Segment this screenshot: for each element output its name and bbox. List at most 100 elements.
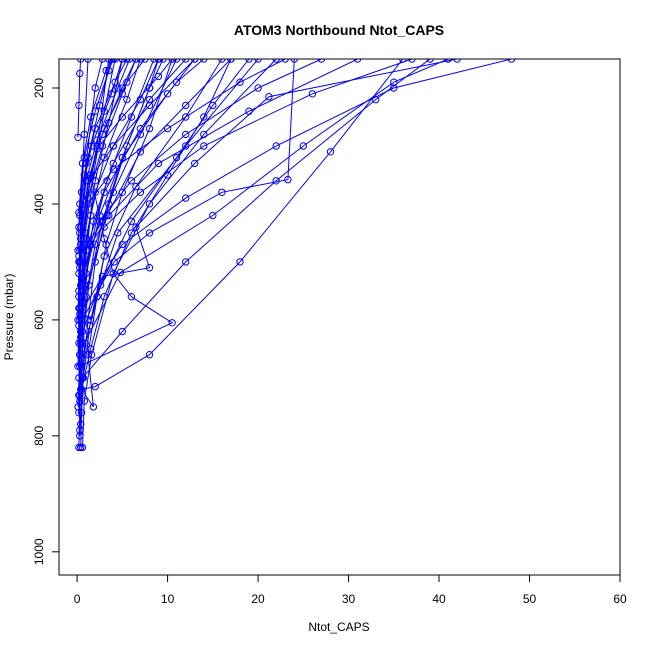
y-tick-label: 800 xyxy=(32,426,46,446)
data-point xyxy=(453,59,461,63)
data-point xyxy=(75,293,83,301)
data-point xyxy=(123,95,131,104)
data-point xyxy=(109,142,118,150)
data-point xyxy=(91,382,99,391)
data-point xyxy=(82,246,90,255)
x-tick-label: 0 xyxy=(74,592,81,606)
series-line xyxy=(78,59,250,396)
series-line xyxy=(77,59,82,138)
x-tick-label: 10 xyxy=(161,592,175,606)
data-point xyxy=(84,59,92,63)
data-point xyxy=(284,175,292,184)
data-point xyxy=(218,188,226,197)
data-point xyxy=(100,188,108,197)
data-point xyxy=(96,281,105,289)
data-point xyxy=(163,90,172,98)
data-point xyxy=(191,159,199,168)
data-point xyxy=(74,403,82,411)
x-tick-label: 30 xyxy=(342,592,356,606)
data-point xyxy=(272,59,280,63)
data-point xyxy=(118,113,127,121)
series-line xyxy=(80,59,196,245)
data-point xyxy=(74,133,82,142)
data-point xyxy=(77,240,85,249)
y-axis-label: Pressure (mbar) xyxy=(2,274,16,361)
series-line xyxy=(79,59,232,436)
data-point xyxy=(111,78,119,86)
data-point xyxy=(75,101,83,110)
series-37 xyxy=(76,59,176,237)
data-point xyxy=(109,188,118,197)
series-line xyxy=(79,59,128,216)
data-point xyxy=(102,66,110,75)
data-point xyxy=(87,113,95,121)
data-point xyxy=(281,59,289,63)
data-point xyxy=(136,59,145,63)
data-point xyxy=(105,59,113,63)
series-22 xyxy=(76,59,131,220)
data-point xyxy=(299,142,307,150)
data-point xyxy=(236,78,244,86)
data-point xyxy=(118,59,126,63)
data-point xyxy=(159,59,167,63)
x-tick-label: 40 xyxy=(432,592,446,606)
y-tick-label: 1000 xyxy=(32,538,46,565)
data-point xyxy=(168,59,176,63)
data-point xyxy=(118,327,127,336)
data-point xyxy=(123,59,131,63)
data-point xyxy=(127,113,136,121)
data-point xyxy=(236,258,244,266)
data-point xyxy=(182,130,190,139)
data-point xyxy=(76,229,84,237)
data-point xyxy=(245,107,253,115)
data-point xyxy=(145,101,154,110)
data-point xyxy=(103,177,111,185)
data-point xyxy=(136,188,145,197)
data-point xyxy=(91,84,99,92)
series-42 xyxy=(74,59,158,411)
y-tick-label: 400 xyxy=(32,194,46,214)
series-38 xyxy=(74,59,85,142)
data-point xyxy=(91,107,99,115)
data-point xyxy=(84,351,92,359)
data-point xyxy=(408,59,416,63)
series-3 xyxy=(78,59,280,452)
data-point xyxy=(507,59,516,63)
data-point xyxy=(100,252,108,260)
data-point xyxy=(168,319,176,327)
data-point xyxy=(317,59,326,63)
series-31 xyxy=(78,59,416,307)
data-point xyxy=(91,124,99,133)
data-point xyxy=(200,113,208,121)
data-point xyxy=(182,113,190,121)
data-point xyxy=(76,391,84,399)
data-point xyxy=(114,84,122,92)
data-point xyxy=(209,101,217,110)
data-point xyxy=(200,59,208,63)
series-line xyxy=(81,59,449,350)
x-tick-label: 20 xyxy=(251,592,265,606)
data-point xyxy=(75,287,83,295)
data-point xyxy=(76,351,84,359)
series-26 xyxy=(76,59,176,370)
series-line xyxy=(80,59,404,390)
data-point xyxy=(141,59,149,63)
data-point xyxy=(227,59,235,63)
series-line xyxy=(80,59,137,239)
series-40 xyxy=(75,59,253,399)
data-point xyxy=(172,59,181,63)
data-point xyxy=(75,223,83,231)
data-point xyxy=(89,403,98,411)
x-axis: 0 10 20 30 40 50 60 xyxy=(74,575,627,606)
data-point xyxy=(87,345,95,353)
data-point xyxy=(75,269,83,278)
data-point xyxy=(182,194,190,202)
data-point xyxy=(145,124,154,133)
y-tick-label: 600 xyxy=(32,310,46,330)
x-tick-label: 50 xyxy=(523,592,537,606)
data-point xyxy=(390,78,398,86)
data-point xyxy=(74,246,82,255)
data-point xyxy=(145,351,154,359)
data-point xyxy=(100,153,108,162)
